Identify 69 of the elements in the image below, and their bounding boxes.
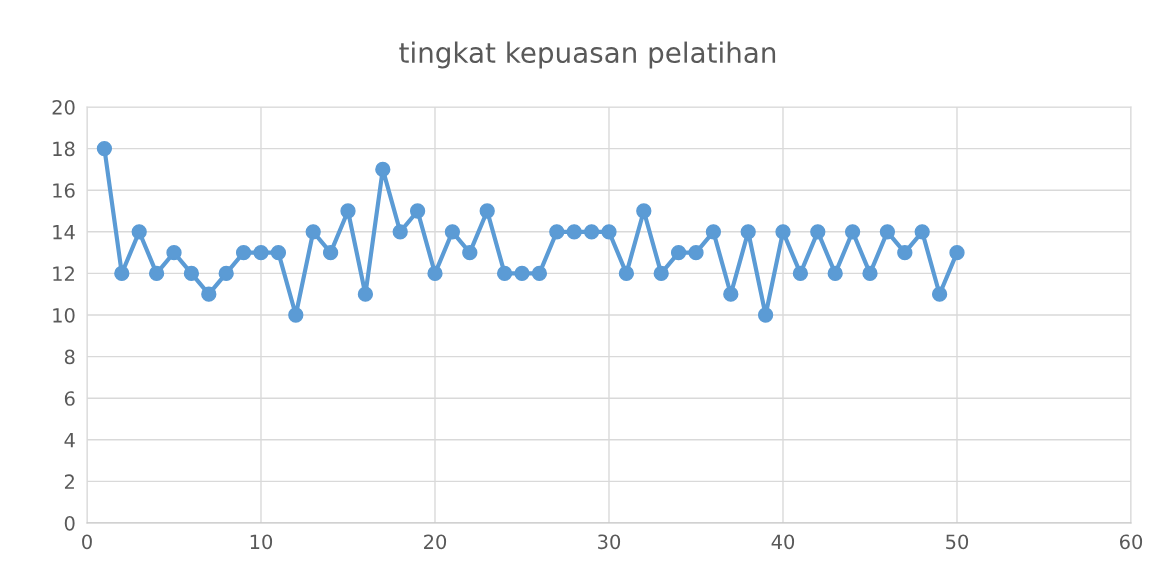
point: [392, 224, 408, 240]
y-tick-label: 0: [64, 515, 75, 531]
point: [201, 286, 217, 302]
point: [218, 265, 234, 282]
y-tick-label: 4: [64, 433, 75, 448]
point: [844, 224, 861, 240]
point: [166, 244, 182, 261]
point: [288, 307, 304, 323]
point: [96, 140, 113, 157]
point: [479, 203, 495, 219]
y-tick-label: 20: [52, 99, 75, 115]
point: [340, 203, 356, 219]
point: [636, 203, 652, 219]
x-tick-label: 20: [424, 534, 447, 550]
point: [879, 224, 896, 240]
point: [670, 244, 687, 261]
point: [235, 244, 252, 261]
y-tick-label: 16: [53, 183, 75, 198]
y-tick-label: 6: [64, 391, 75, 406]
y-tick-label: 10: [53, 307, 75, 323]
point: [253, 244, 269, 261]
y-tick-label: 14: [53, 225, 75, 240]
point: [688, 244, 704, 261]
point: [583, 224, 600, 240]
point: [375, 161, 391, 178]
y-tick-label: 12: [53, 266, 74, 281]
point: [148, 265, 165, 282]
point: [827, 265, 843, 282]
point: [723, 286, 739, 302]
point: [322, 244, 339, 261]
point: [427, 265, 443, 282]
point: [601, 224, 617, 240]
point: [931, 286, 948, 302]
point: [305, 224, 321, 240]
point: [949, 244, 965, 261]
point: [775, 224, 791, 240]
point: [810, 224, 826, 240]
point: [792, 265, 809, 282]
point: [514, 265, 530, 282]
point: [914, 224, 930, 240]
point: [270, 244, 287, 261]
x-tick-label: 10: [250, 534, 273, 550]
x-tick-label: 60: [1119, 534, 1143, 550]
point: [757, 307, 774, 323]
point: [618, 265, 635, 282]
y-tick-label: 8: [64, 349, 75, 365]
y-tick-label: 18: [53, 141, 75, 157]
point: [566, 224, 582, 240]
point: [357, 286, 374, 302]
point: [740, 224, 756, 240]
chart-title: tingkat kepuasan pelatihan: [399, 41, 776, 69]
point: [653, 265, 669, 282]
point: [862, 265, 878, 282]
x-tick-label: 30: [598, 534, 621, 550]
point: [409, 203, 426, 219]
point: [705, 224, 722, 240]
point: [114, 265, 130, 282]
x-tick-label: 0: [82, 534, 92, 550]
point: [549, 224, 565, 240]
point: [444, 224, 461, 240]
x-tick-label: 40: [771, 534, 795, 550]
y-tick-label: 2: [64, 474, 74, 489]
point: [183, 265, 200, 282]
point: [131, 224, 147, 240]
point: [496, 265, 513, 282]
point: [897, 244, 913, 261]
point: [531, 265, 548, 282]
point: [462, 244, 478, 261]
x-tick-label: 50: [946, 534, 969, 550]
